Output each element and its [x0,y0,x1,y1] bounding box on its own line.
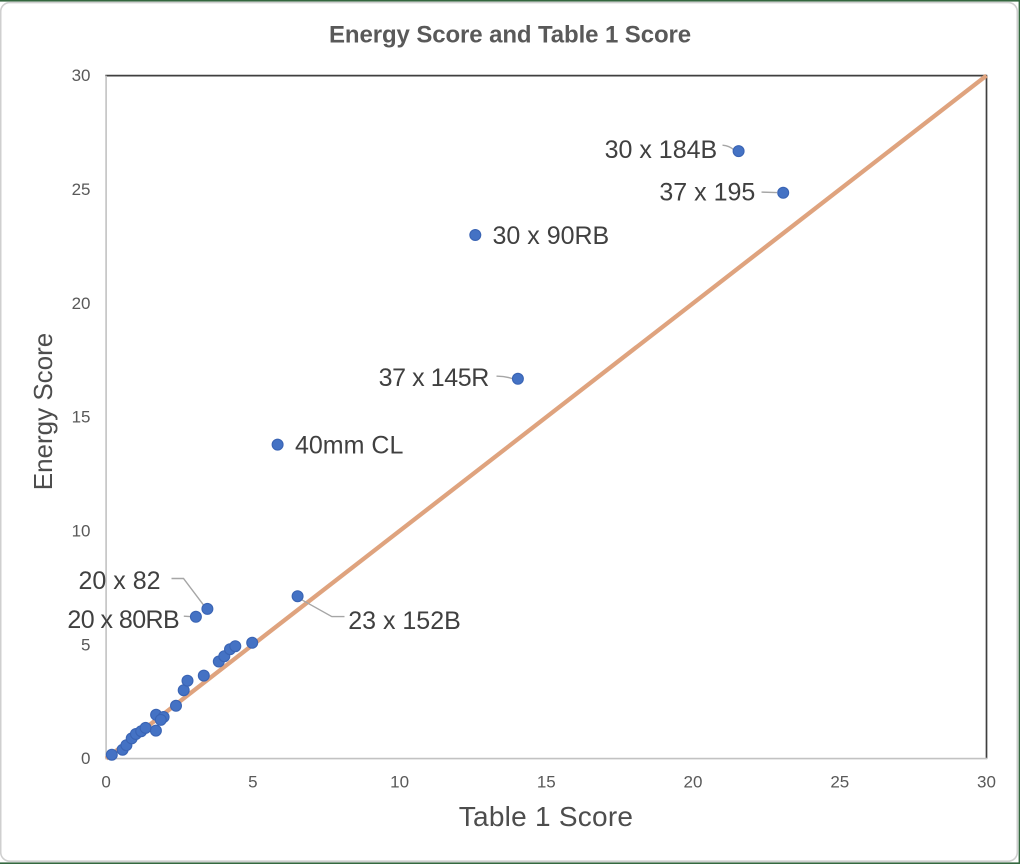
svg-text:40mm CL: 40mm CL [295,431,403,459]
svg-text:0: 0 [81,749,90,768]
svg-text:20 x 82: 20 x 82 [79,567,161,595]
svg-text:Energy Score and Table 1 Score: Energy Score and Table 1 Score [329,22,691,49]
svg-text:15: 15 [537,773,556,792]
svg-text:23 x 152B: 23 x 152B [348,607,461,635]
svg-text:20 x 80RB: 20 x 80RB [67,606,179,634]
svg-text:15: 15 [72,408,91,427]
svg-text:30: 30 [977,773,996,792]
svg-text:Energy Score: Energy Score [28,333,58,491]
svg-text:25: 25 [72,180,91,199]
svg-text:25: 25 [830,773,849,792]
svg-text:30 x 90RB: 30 x 90RB [493,222,610,250]
svg-text:5: 5 [81,635,90,654]
svg-text:20: 20 [684,773,703,792]
svg-text:10: 10 [390,773,409,792]
svg-text:37 x 195: 37 x 195 [659,178,755,206]
svg-text:10: 10 [72,522,91,541]
svg-text:37 x 145R: 37 x 145R [379,364,489,392]
svg-text:20: 20 [72,294,91,313]
svg-text:0: 0 [101,773,110,792]
svg-text:5: 5 [248,773,257,792]
svg-text:30 x 184B: 30 x 184B [605,136,718,164]
svg-text:Table 1 Score: Table 1 Score [459,801,633,832]
svg-text:30: 30 [72,66,91,85]
